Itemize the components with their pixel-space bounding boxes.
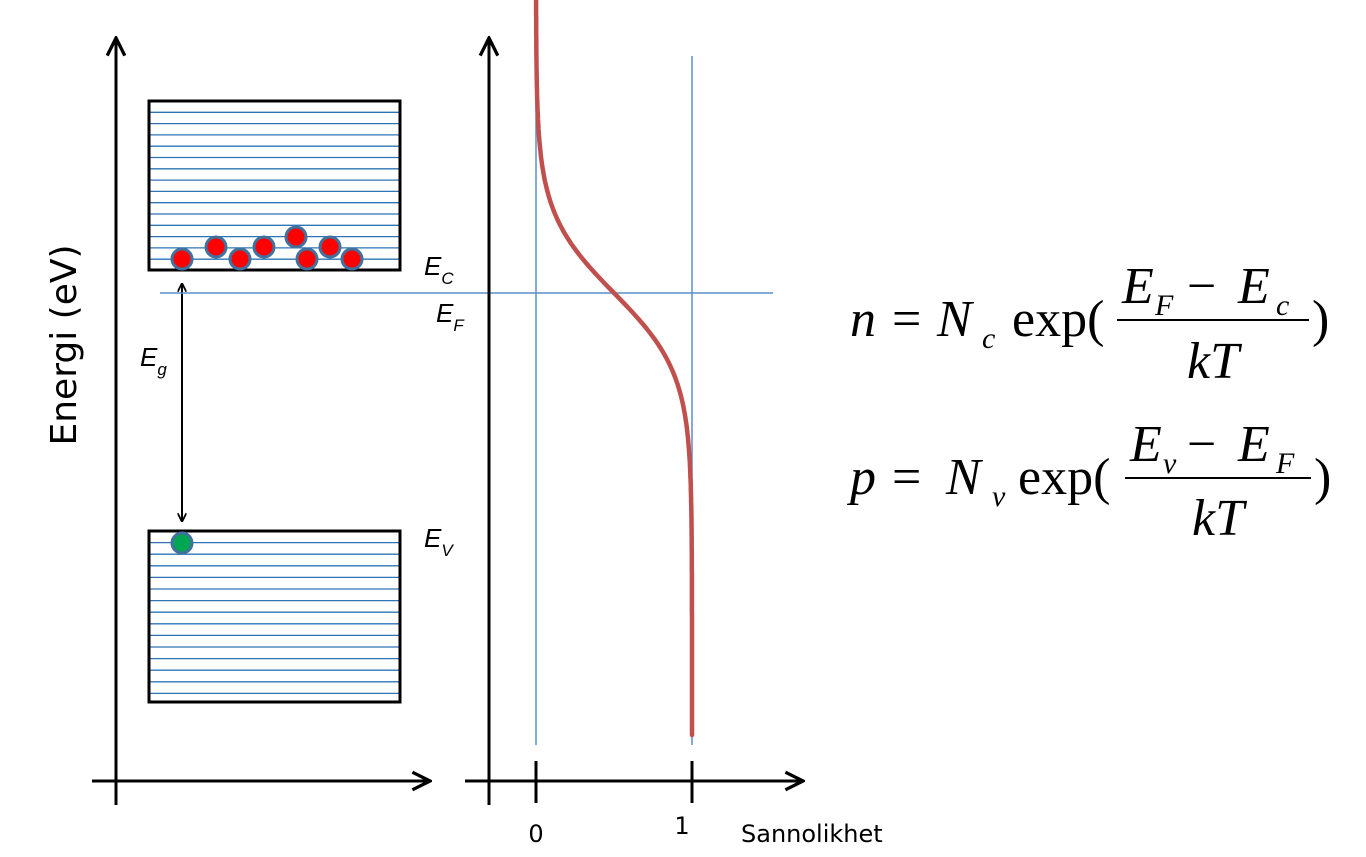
energy-axis-label: Energi (eV) [44, 244, 85, 445]
fermi-level-label: EF [436, 298, 465, 335]
eq-p-equals: = [892, 449, 921, 506]
valence-band [150, 541, 399, 695]
valence-band-edge-label: EV [424, 523, 454, 560]
hole-density-equation: p = N v exp( E v − E F kT ) [846, 416, 1331, 547]
electron [204, 235, 228, 259]
right-panel: 0 1 Sannolikhet [465, 0, 883, 848]
eq-p-N: N [945, 449, 984, 506]
electron [295, 247, 319, 271]
valence-band-box [147, 529, 402, 704]
eq-p-num-b: E [1237, 416, 1270, 473]
eq-n-N-sub: c [982, 322, 995, 355]
band-gap-label: Eg [140, 342, 167, 379]
eq-n-num-a-sub: F [1154, 289, 1174, 322]
probability-axis-label: Sannolikhet [741, 820, 883, 848]
eq-n-num-b-sub: c [1276, 289, 1289, 322]
left-panel: Energi (eV) Eg EC [44, 38, 465, 805]
eq-p-den: kT [1192, 490, 1247, 547]
electron [318, 235, 342, 259]
electrons [170, 225, 364, 271]
eq-n-num-b: E [1237, 258, 1270, 315]
eq-p-minus: − [1187, 416, 1216, 473]
eq-n-den: kT [1187, 333, 1242, 390]
eq-n-close: ) [1312, 291, 1329, 348]
eq-n-N: N [936, 291, 975, 348]
eq-n-equals: = [892, 291, 921, 348]
eq-p-N-sub: v [992, 480, 1006, 513]
tick-label-0: 0 [528, 820, 543, 848]
tick-label-1: 1 [674, 812, 689, 840]
eq-n-num-a: E [1121, 258, 1154, 315]
eq-p-close: ) [1314, 449, 1331, 506]
eq-p-lhs: p [846, 449, 876, 506]
conduction-band-box [147, 99, 402, 272]
electron [170, 247, 194, 271]
conduction-band [150, 111, 399, 260]
conduction-band-edge-label: EC [424, 251, 454, 288]
fermi-dirac-curve [533, 0, 695, 738]
electron [284, 225, 308, 249]
electron [252, 235, 276, 259]
electron-density-equation: n = N c exp( E F − E c kT ) [850, 258, 1329, 390]
eq-n-exp: exp( [1012, 291, 1104, 348]
eq-p-exp: exp( [1018, 449, 1110, 506]
eq-p-num-a: E [1129, 416, 1162, 473]
eq-p-num-b-sub: F [1275, 447, 1295, 480]
electron [228, 247, 252, 271]
hole [170, 531, 194, 555]
eq-n-minus: − [1187, 258, 1216, 315]
eq-n-lhs: n [850, 291, 876, 348]
electron [340, 247, 364, 271]
eq-p-num-a-sub: v [1163, 447, 1177, 480]
